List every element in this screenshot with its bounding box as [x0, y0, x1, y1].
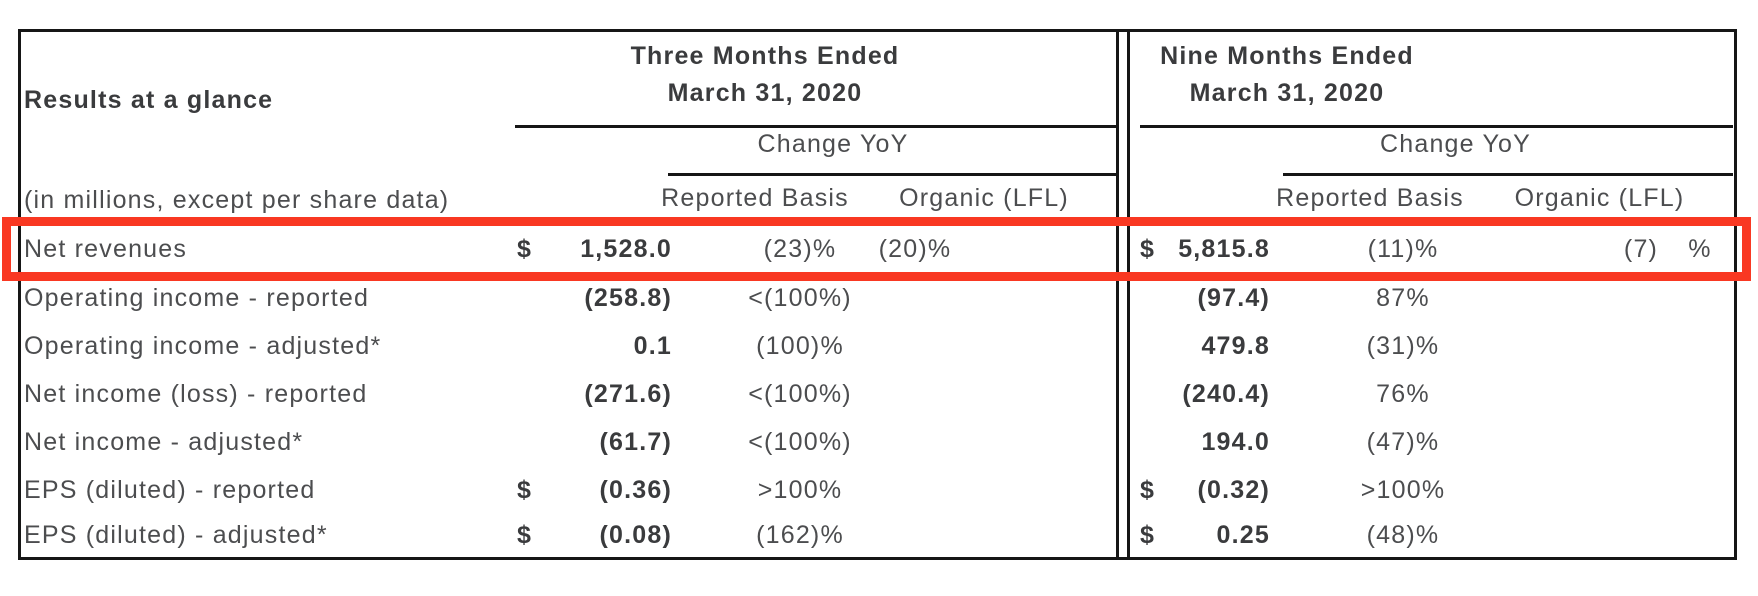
change-yoy-header-three-months: Change YoY: [757, 130, 909, 158]
table-row-operating-income-adjusted: Operating income - adjusted* 0.1 (100)% …: [0, 332, 1758, 362]
value-three-months: (271.6): [584, 380, 672, 408]
table-row-eps-diluted-reported: EPS (diluted) - reported $ (0.36) >100% …: [0, 476, 1758, 506]
reported-basis-header-three-months: Reported Basis: [661, 184, 849, 212]
section-divider-line-right: [1127, 29, 1130, 560]
change-reported-nine-months: (48)%: [1366, 521, 1440, 549]
value-nine-months: 194.0: [1201, 428, 1270, 456]
period-underline-nine-months: [1140, 125, 1733, 128]
reported-basis-header-nine-months: Reported Basis: [1276, 184, 1464, 212]
value-three-months: 1,528.0: [580, 235, 672, 263]
change-reported-nine-months: (11)%: [1367, 235, 1439, 263]
row-label: Net revenues: [24, 235, 188, 263]
period-header-line2-three-months: March 31, 2020: [667, 79, 863, 107]
change-reported-nine-months: 87%: [1376, 284, 1430, 312]
value-three-months: (61.7): [599, 428, 672, 456]
change-organic-nine-months: (7): [1623, 235, 1659, 263]
change-reported-three-months: (23)%: [763, 235, 837, 263]
row-label: EPS (diluted) - reported: [24, 476, 316, 504]
period-header-line2-nine-months: March 31, 2020: [1189, 79, 1385, 107]
currency-symbol: $: [1140, 521, 1156, 549]
change-yoy-header-nine-months: Change YoY: [1379, 130, 1532, 158]
change-reported-nine-months: >100%: [1360, 476, 1446, 504]
period-header-line1-three-months: Three Months Ended: [630, 42, 900, 70]
value-nine-months: (240.4): [1182, 380, 1270, 408]
value-nine-months: 0.25: [1216, 521, 1270, 549]
table-row-net-income-adjusted: Net income - adjusted* (61.7) <(100%) 19…: [0, 428, 1758, 458]
change-reported-three-months: >100%: [757, 476, 843, 504]
table-row-net-revenues: Net revenues $ 1,528.0 (23)% (20)% $ 5,8…: [0, 235, 1758, 265]
change-yoy-underline-nine-months: [1283, 173, 1733, 176]
value-three-months: 0.1: [633, 332, 672, 360]
page-title: Results at a glance: [24, 86, 274, 114]
value-nine-months: (0.32): [1197, 476, 1270, 504]
change-reported-nine-months: 76%: [1376, 380, 1430, 408]
row-label: Operating income - reported: [24, 284, 370, 312]
change-yoy-underline-three-months: [668, 173, 1116, 176]
net-revenues-highlight-box: [2, 217, 1751, 281]
change-reported-nine-months: (31)%: [1366, 332, 1440, 360]
value-nine-months: 479.8: [1201, 332, 1270, 360]
change-reported-three-months: <(100%): [748, 380, 852, 408]
value-three-months: (258.8): [584, 284, 672, 312]
change-reported-three-months: <(100%): [748, 428, 852, 456]
row-label: Net income (loss) - reported: [24, 380, 368, 408]
change-reported-nine-months: (47)%: [1366, 428, 1440, 456]
change-organic-three-months: (20)%: [878, 235, 952, 263]
period-underline-three-months: [515, 125, 1116, 128]
table-row-eps-diluted-adjusted: EPS (diluted) - adjusted* $ (0.08) (162)…: [0, 521, 1758, 551]
row-label: Net income - adjusted*: [24, 428, 304, 456]
currency-symbol: $: [517, 235, 533, 263]
currency-symbol: $: [1140, 476, 1156, 504]
row-label: EPS (diluted) - adjusted*: [24, 521, 328, 549]
table-row-net-income-loss-reported: Net income (loss) - reported (271.6) <(1…: [0, 380, 1758, 410]
change-reported-three-months: (162)%: [756, 521, 844, 549]
table-outer-border: [18, 29, 1737, 560]
units-note: (in millions, except per share data): [24, 186, 450, 214]
organic-lfl-header-three-months: Organic (LFL): [899, 184, 1069, 212]
change-reported-three-months: <(100%): [748, 284, 852, 312]
value-nine-months: 5,815.8: [1178, 235, 1270, 263]
table-row-operating-income-reported: Operating income - reported (258.8) <(10…: [0, 284, 1758, 314]
currency-symbol: $: [517, 521, 533, 549]
value-nine-months: (97.4): [1197, 284, 1270, 312]
row-label: Operating income - adjusted*: [24, 332, 382, 360]
section-divider-line-left: [1116, 29, 1119, 560]
value-three-months: (0.36): [599, 476, 672, 504]
organic-lfl-header-nine-months: Organic (LFL): [1514, 184, 1685, 212]
currency-symbol: $: [517, 476, 533, 504]
currency-symbol: $: [1140, 235, 1156, 263]
period-header-line1-nine-months: Nine Months Ended: [1160, 42, 1414, 70]
change-reported-three-months: (100)%: [756, 332, 844, 360]
value-three-months: (0.08): [599, 521, 672, 549]
change-organic-percent-sign: %: [1688, 235, 1712, 263]
